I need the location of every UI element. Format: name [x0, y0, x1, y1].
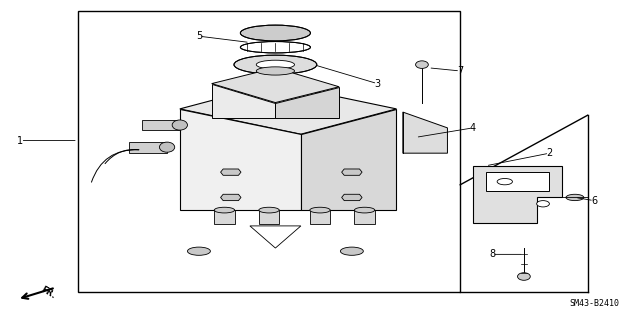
- Text: 2: 2: [547, 148, 552, 158]
- Ellipse shape: [518, 273, 531, 280]
- Ellipse shape: [537, 201, 549, 207]
- Ellipse shape: [159, 142, 175, 152]
- Polygon shape: [141, 120, 180, 130]
- Ellipse shape: [188, 247, 211, 255]
- Polygon shape: [180, 84, 396, 134]
- Polygon shape: [342, 194, 362, 201]
- Polygon shape: [486, 172, 549, 191]
- Text: 4: 4: [470, 123, 476, 133]
- Polygon shape: [342, 169, 362, 175]
- Ellipse shape: [310, 207, 330, 213]
- Bar: [310, 210, 330, 224]
- Bar: [259, 210, 279, 224]
- Polygon shape: [221, 194, 241, 201]
- Polygon shape: [180, 109, 301, 210]
- Ellipse shape: [355, 207, 375, 213]
- Text: 7: 7: [457, 66, 463, 76]
- Bar: [355, 210, 375, 224]
- Ellipse shape: [259, 207, 279, 213]
- Ellipse shape: [256, 60, 294, 69]
- Ellipse shape: [214, 207, 235, 213]
- Text: SM43-B2410: SM43-B2410: [570, 299, 620, 308]
- Polygon shape: [473, 166, 562, 223]
- Polygon shape: [403, 112, 447, 153]
- Ellipse shape: [497, 178, 513, 185]
- Ellipse shape: [234, 55, 317, 74]
- Polygon shape: [301, 109, 396, 210]
- Bar: [78, 11, 460, 292]
- Polygon shape: [221, 169, 241, 175]
- Text: FR.: FR.: [40, 285, 58, 300]
- Text: 6: 6: [591, 196, 597, 206]
- Ellipse shape: [256, 67, 294, 75]
- Ellipse shape: [415, 61, 428, 69]
- Bar: [214, 210, 235, 224]
- Ellipse shape: [241, 25, 310, 41]
- Text: 8: 8: [489, 249, 495, 259]
- Ellipse shape: [241, 41, 310, 53]
- Text: 3: 3: [374, 78, 380, 89]
- Text: 1: 1: [17, 136, 24, 145]
- Polygon shape: [129, 142, 167, 152]
- Polygon shape: [212, 68, 339, 103]
- Polygon shape: [275, 87, 339, 118]
- Ellipse shape: [566, 194, 584, 201]
- Text: 5: 5: [196, 31, 202, 41]
- Ellipse shape: [172, 120, 188, 130]
- Polygon shape: [212, 84, 275, 118]
- Ellipse shape: [340, 247, 364, 255]
